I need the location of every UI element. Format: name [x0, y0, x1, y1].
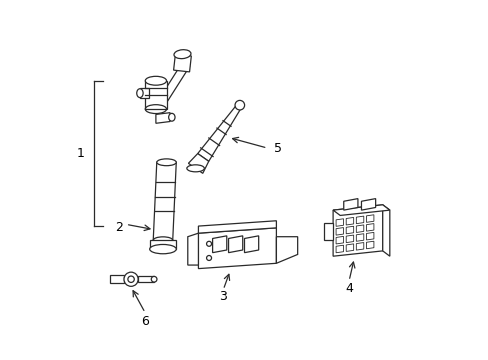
- Polygon shape: [335, 245, 343, 253]
- Polygon shape: [145, 81, 166, 109]
- Text: 5: 5: [274, 141, 282, 154]
- Polygon shape: [140, 88, 148, 99]
- Polygon shape: [159, 59, 189, 105]
- Polygon shape: [244, 236, 258, 253]
- Ellipse shape: [235, 100, 244, 110]
- Ellipse shape: [137, 89, 143, 98]
- Polygon shape: [198, 228, 276, 269]
- Polygon shape: [346, 235, 353, 243]
- Polygon shape: [188, 154, 208, 174]
- Ellipse shape: [124, 272, 138, 286]
- Polygon shape: [332, 205, 382, 256]
- Ellipse shape: [151, 276, 157, 282]
- Polygon shape: [198, 221, 276, 233]
- Ellipse shape: [145, 76, 166, 85]
- Polygon shape: [276, 237, 297, 263]
- Polygon shape: [228, 236, 242, 253]
- Polygon shape: [156, 113, 170, 123]
- Polygon shape: [346, 226, 353, 234]
- Text: 3: 3: [219, 291, 227, 303]
- Polygon shape: [335, 219, 343, 226]
- Polygon shape: [197, 104, 242, 161]
- Polygon shape: [346, 217, 353, 225]
- Polygon shape: [346, 244, 353, 251]
- Text: 4: 4: [345, 282, 352, 294]
- Polygon shape: [343, 199, 357, 210]
- Polygon shape: [173, 54, 191, 72]
- Polygon shape: [212, 236, 226, 253]
- Polygon shape: [366, 241, 373, 249]
- Polygon shape: [366, 215, 373, 222]
- Polygon shape: [335, 237, 343, 244]
- Ellipse shape: [149, 244, 176, 254]
- Polygon shape: [153, 162, 176, 240]
- Polygon shape: [187, 233, 198, 265]
- Polygon shape: [138, 276, 154, 282]
- Polygon shape: [335, 228, 343, 235]
- Polygon shape: [324, 222, 332, 240]
- Polygon shape: [332, 205, 389, 215]
- Ellipse shape: [128, 276, 134, 283]
- Polygon shape: [149, 240, 176, 249]
- Polygon shape: [110, 275, 124, 283]
- Ellipse shape: [157, 159, 176, 166]
- Text: 2: 2: [115, 221, 122, 234]
- Polygon shape: [356, 243, 363, 250]
- Ellipse shape: [153, 237, 172, 244]
- Polygon shape: [366, 233, 373, 240]
- Ellipse shape: [168, 113, 175, 121]
- Ellipse shape: [186, 165, 204, 172]
- Text: 1: 1: [77, 147, 84, 160]
- Polygon shape: [356, 216, 363, 224]
- Polygon shape: [356, 234, 363, 241]
- Polygon shape: [361, 199, 375, 210]
- Polygon shape: [366, 224, 373, 231]
- Text: 6: 6: [141, 315, 149, 328]
- Polygon shape: [356, 225, 363, 233]
- Ellipse shape: [174, 50, 191, 59]
- Polygon shape: [382, 205, 389, 256]
